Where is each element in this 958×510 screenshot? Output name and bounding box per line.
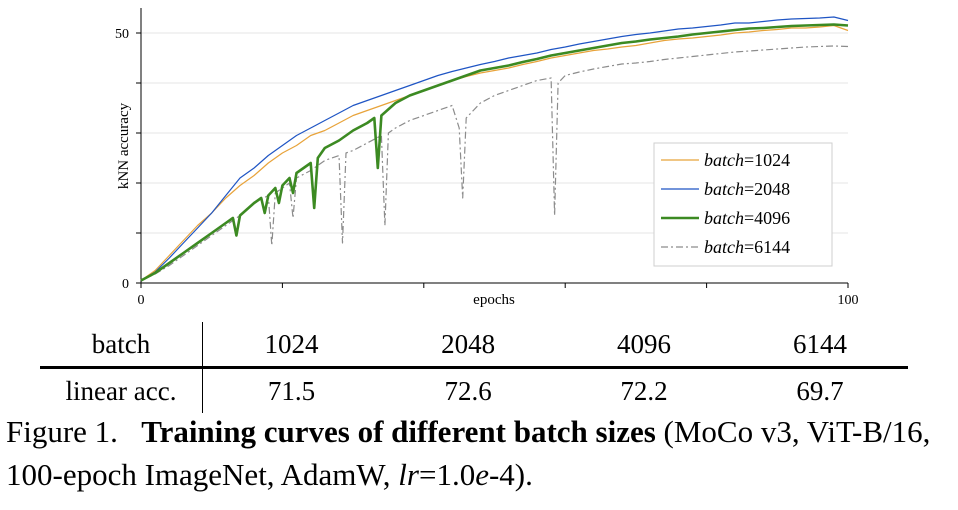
caption-lr-exp: e — [475, 457, 489, 492]
y-tick-label: 0 — [122, 277, 129, 292]
table-col-4096: 4096 — [556, 322, 732, 369]
x-axis-label: epochs — [473, 292, 515, 308]
table-col-1024: 1024 — [202, 322, 381, 369]
figure-caption: Figure 1. Training curves of different b… — [6, 410, 956, 496]
series-line-6144 — [140, 45, 849, 282]
y-tick-label: 50 — [115, 27, 129, 42]
legend: batch=1024 batch=2048 batch=4096 batch=6144 — [653, 142, 833, 267]
table-col-2048: 2048 — [380, 322, 557, 369]
table-cell: 72.2 — [620, 375, 668, 406]
series-line-2048 — [140, 16, 849, 282]
results-table: batch 1024 2048 4096 6144 linear acc. 71… — [40, 322, 908, 413]
series-line-1024 — [140, 24, 849, 281]
x-tick-label: 100 — [838, 293, 859, 308]
table-col-6144: 6144 — [732, 322, 908, 369]
caption-lr-symbol: lr — [398, 457, 419, 492]
axis-ticks: 0 50 0 100 — [115, 27, 859, 308]
caption-details: (MoCo v3, ViT-B/16, 100-epoch ImageNet, … — [6, 414, 931, 492]
caption-lr-value-b: -4). — [488, 457, 533, 492]
axes — [140, 8, 848, 284]
table-header-label: batch — [40, 322, 203, 369]
table-cell: 69.7 — [796, 375, 844, 406]
table-cell: 71.5 — [267, 375, 316, 406]
table-row-label: linear acc. — [40, 367, 203, 413]
legend-label-2048: batch=2048 — [704, 179, 790, 199]
series-layer — [140, 16, 849, 282]
caption-title: Training curves of different batch sizes — [141, 414, 656, 449]
caption-lr-value-a: =1.0 — [418, 457, 476, 492]
y-axis-label: kNN accuracy — [116, 102, 132, 189]
legend-box — [653, 142, 833, 267]
x-tick-label: 0 — [138, 293, 145, 308]
legend-label-6144: batch=6144 — [704, 237, 790, 257]
caption-label: Figure 1. — [6, 414, 118, 449]
legend-label-1024: batch=1024 — [704, 150, 790, 170]
legend-label-4096: batch=4096 — [704, 208, 790, 228]
table-row: linear acc. 71.5 72.6 72.2 69.7 — [40, 367, 908, 413]
series-line-4096 — [140, 23, 849, 282]
table-cell: 72.6 — [444, 375, 492, 406]
table-header-row: batch 1024 2048 4096 6144 — [40, 322, 908, 369]
